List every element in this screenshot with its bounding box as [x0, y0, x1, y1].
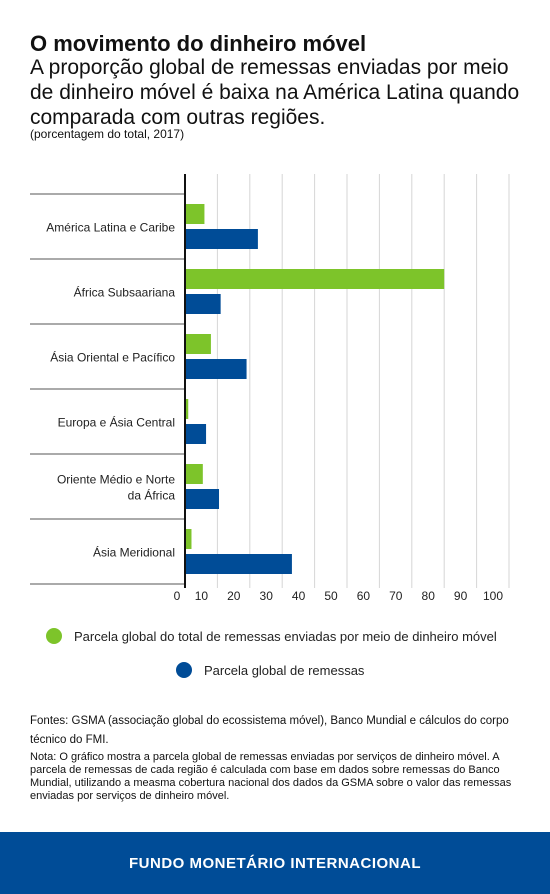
footer-organization: FUNDO MONETÁRIO INTERNACIONAL	[129, 854, 421, 872]
category-label: Oriente Médio e Norte da África	[57, 473, 175, 503]
x-tick-label: 50	[324, 589, 338, 603]
bar-remittances	[185, 489, 220, 509]
chart-subtitle: A proporção global de remessas enviadas …	[30, 56, 520, 129]
x-tick-label: 10	[195, 589, 209, 603]
category-label: América Latina e Caribe	[46, 221, 175, 235]
x-tick-label: 30	[260, 589, 274, 603]
category-label: Ásia Oriental e Pacífico	[50, 350, 175, 365]
x-tick-label: 90	[454, 589, 468, 603]
legend-swatch-green	[46, 628, 62, 644]
x-tick-label: 80	[422, 589, 436, 603]
bar-remittances	[185, 294, 221, 314]
legend-label-mobile-money: Parcela global do total de remessas envi…	[74, 628, 497, 644]
category-label: Ásia Meridional	[93, 545, 175, 560]
unit-note: (porcentagem do total, 2017)	[30, 127, 185, 141]
bar-mobile-money	[185, 399, 189, 419]
footer-banner: FUNDO MONETÁRIO INTERNACIONAL	[0, 832, 550, 894]
legend-swatch-blue	[176, 662, 192, 678]
legend-item-mobile-money: Parcela global do total de remessas envi…	[46, 628, 497, 644]
category-label: África Subsaariana	[74, 285, 176, 300]
category-label: Europa e Ásia Central	[58, 415, 175, 430]
bar-mobile-money	[185, 334, 211, 354]
bar-mobile-money	[185, 529, 192, 549]
bar-mobile-money	[185, 269, 445, 289]
bar-chart: América Latina e Caribe África Subsaarian…	[30, 174, 510, 603]
bar-mobile-money	[185, 464, 203, 484]
legend-item-remittances: Parcela global de remessas	[176, 662, 364, 678]
sources-text: Fontes: GSMA (associação global do ecoss…	[30, 715, 509, 746]
bar-remittances	[185, 554, 292, 574]
bar-remittances	[185, 359, 247, 379]
note-text: Nota: O gráfico mostra a parcela global …	[30, 751, 512, 802]
x-tick-label: 0	[174, 589, 181, 603]
x-tick-label: 60	[357, 589, 371, 603]
x-tick-label: 40	[292, 589, 306, 603]
x-tick-label: 70	[389, 589, 403, 603]
bar-mobile-money	[185, 204, 205, 224]
bar-remittances	[185, 229, 258, 249]
legend-label-remittances: Parcela global de remessas	[204, 662, 365, 678]
x-tick-label: 100	[483, 589, 503, 603]
chart-title: O movimento do dinheiro móvel	[30, 31, 367, 56]
bar-remittances	[185, 424, 207, 444]
x-tick-label: 20	[227, 589, 241, 603]
